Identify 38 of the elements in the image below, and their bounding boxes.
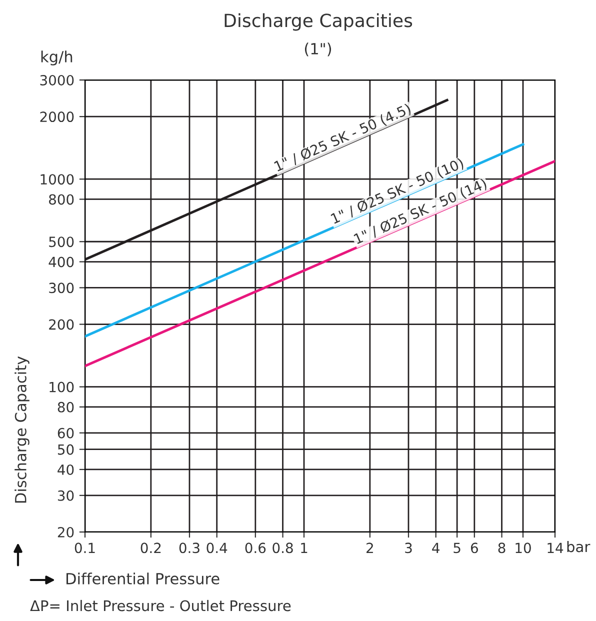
text: kg/h xyxy=(41,50,72,66)
y-tick-label: 100 xyxy=(50,382,74,392)
y-tick-label: 2000 xyxy=(40,112,74,122)
x-tick-label: 0.8 xyxy=(272,542,293,554)
y-tick-label: 80 xyxy=(58,402,74,412)
x-tick-label: 2 xyxy=(366,542,373,553)
x-tick-label: 4 xyxy=(432,542,440,553)
x-tick-label: 0.4 xyxy=(206,542,228,554)
y-tick-label: 50 xyxy=(58,444,74,455)
y-tick-label: 800 xyxy=(49,194,74,205)
x-tick-label: 0.1 xyxy=(74,542,95,554)
text: bar xyxy=(567,540,590,552)
y-tick-label: 1000 xyxy=(40,174,74,185)
x-tick-label: 0.2 xyxy=(140,542,161,554)
chart-subtitle: (1") xyxy=(304,42,332,56)
y-tick-label: 200 xyxy=(49,319,74,330)
x-axis-title: Differential Pressure xyxy=(66,572,220,584)
x-tick-label: 8 xyxy=(498,542,506,554)
y-tick-label: 30 xyxy=(58,490,74,501)
x-tick-label: 0.6 xyxy=(245,542,266,554)
text: ΔP= Inlet Pressure - Outlet Pressure xyxy=(30,600,291,612)
y-tick-label: 60 xyxy=(58,428,74,438)
y-tick-label: 40 xyxy=(58,464,74,475)
x-tick-label: 5 xyxy=(454,542,460,554)
x-tick-label: 14 xyxy=(548,542,564,553)
x-tick-label: 0.3 xyxy=(179,542,200,554)
x-tick-label: 10 xyxy=(516,542,531,554)
y-axis-title: Discharge Capacity xyxy=(14,356,30,503)
x-tick-label: 3 xyxy=(405,542,412,554)
text: 1" / Ø25 SK - 50 (4.5) xyxy=(274,102,412,174)
x-tick-label: 6 xyxy=(470,542,478,554)
y-tick-label: 400 xyxy=(48,256,74,268)
chart-title: Discharge Capacities xyxy=(224,13,412,31)
y-tick-label: 20 xyxy=(58,526,74,538)
x-tick-label: 1 xyxy=(301,542,308,553)
y-tick-label: 500 xyxy=(49,236,74,248)
y-tick-label: 3000 xyxy=(40,74,74,86)
y-tick-label: 300 xyxy=(49,282,74,294)
